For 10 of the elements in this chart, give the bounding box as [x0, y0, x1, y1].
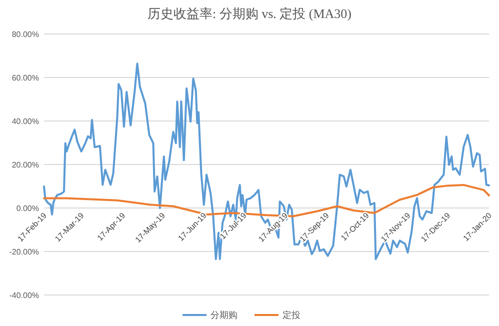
legend-label: 分期购 [210, 310, 238, 320]
y-tick-label: -20.00% [9, 248, 39, 256]
y-tick-label: 0.00% [16, 204, 39, 213]
y-tick-label: 60.00% [12, 74, 39, 82]
y-tick-label: 80.00% [12, 30, 39, 39]
y-tick-label: 40.00% [12, 117, 39, 126]
y-tick-label: -40.00% [9, 291, 39, 300]
legend-label: 定投 [282, 310, 300, 320]
y-tick-label: 20.00% [12, 160, 39, 170]
chart-title: 历史收益率: 分期购 vs. 定投 (MA30) [147, 6, 352, 21]
